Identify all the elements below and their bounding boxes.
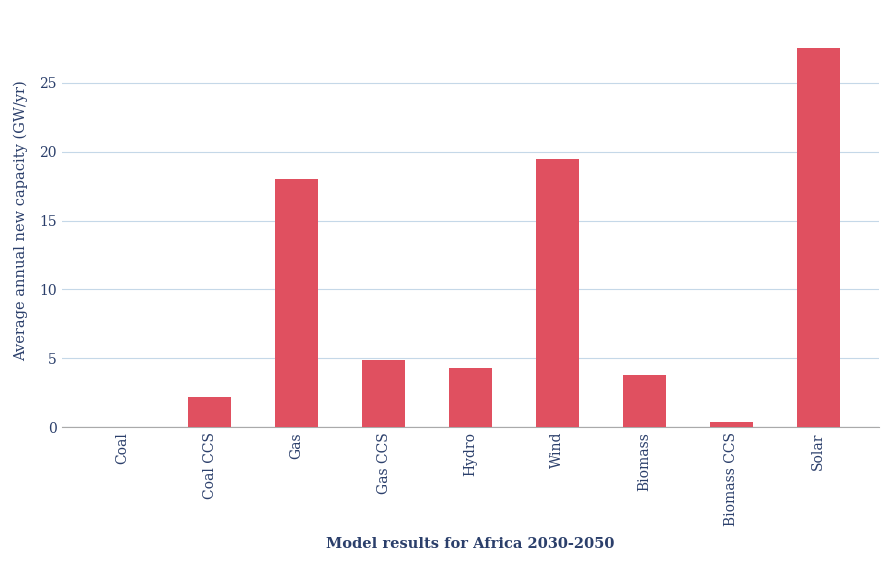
- Bar: [710, 422, 753, 427]
- X-axis label: Model results for Africa 2030-2050: Model results for Africa 2030-2050: [326, 537, 614, 551]
- Bar: [797, 49, 840, 427]
- Bar: [449, 368, 492, 427]
- Bar: [622, 375, 666, 427]
- Y-axis label: Average annual new capacity (GW/yr): Average annual new capacity (GW/yr): [14, 80, 29, 361]
- Bar: [188, 397, 231, 427]
- Bar: [536, 159, 580, 427]
- Bar: [275, 179, 318, 427]
- Bar: [362, 360, 405, 427]
